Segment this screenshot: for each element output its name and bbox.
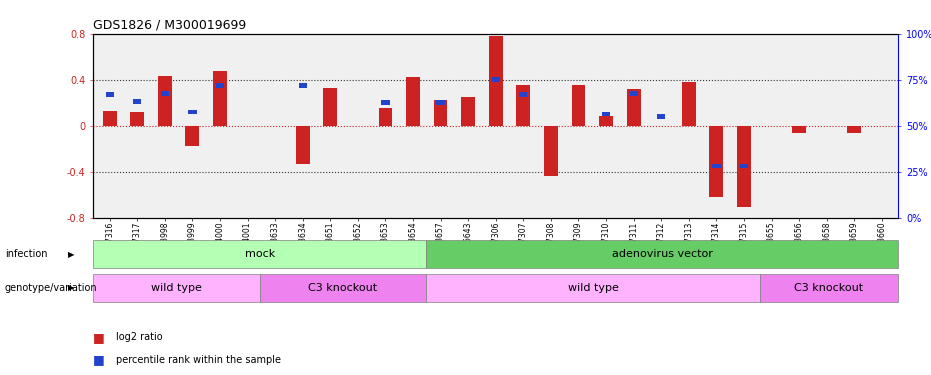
Bar <box>158 76 171 126</box>
Bar <box>213 70 227 126</box>
Text: percentile rank within the sample: percentile rank within the sample <box>116 355 281 365</box>
Bar <box>323 88 337 126</box>
Bar <box>740 164 749 168</box>
Bar <box>130 112 144 126</box>
Text: C3 knockout: C3 knockout <box>308 283 378 293</box>
Text: ■: ■ <box>93 354 105 366</box>
Bar <box>260 274 426 302</box>
Text: ▶: ▶ <box>68 284 74 292</box>
Text: genotype/variation: genotype/variation <box>5 283 97 293</box>
Bar <box>382 100 389 105</box>
Bar <box>299 83 307 88</box>
Bar <box>188 110 196 114</box>
Bar <box>681 82 695 126</box>
Text: wild type: wild type <box>151 283 202 293</box>
Text: adenovirus vector: adenovirus vector <box>612 249 713 259</box>
Text: wild type: wild type <box>568 283 618 293</box>
Bar <box>133 99 142 104</box>
Text: ■: ■ <box>93 331 105 344</box>
Bar <box>93 274 260 302</box>
Bar <box>426 240 898 268</box>
Bar <box>102 111 116 126</box>
Bar <box>517 86 531 126</box>
Bar <box>737 126 751 207</box>
Bar <box>426 274 760 302</box>
Bar <box>105 92 114 97</box>
Bar <box>437 100 445 105</box>
Bar <box>847 126 861 132</box>
Bar <box>406 77 420 126</box>
Text: log2 ratio: log2 ratio <box>116 333 163 342</box>
Bar <box>434 100 448 126</box>
Bar <box>489 36 503 126</box>
Bar <box>296 126 310 164</box>
Text: mock: mock <box>245 249 275 259</box>
Text: ▶: ▶ <box>68 250 74 259</box>
Bar <box>602 112 610 117</box>
Bar <box>544 126 558 176</box>
Bar <box>627 89 641 126</box>
Bar <box>93 240 426 268</box>
Bar <box>161 91 169 96</box>
Bar <box>600 117 613 126</box>
Text: C3 knockout: C3 knockout <box>794 283 864 293</box>
Bar <box>216 83 224 88</box>
Bar <box>657 114 666 119</box>
Bar <box>709 126 723 197</box>
Bar <box>792 126 806 132</box>
Bar <box>185 126 199 146</box>
Bar <box>379 108 392 126</box>
Bar <box>519 92 528 97</box>
Bar <box>760 274 898 302</box>
Bar <box>712 164 721 168</box>
Text: infection: infection <box>5 249 47 259</box>
Bar <box>572 86 586 126</box>
Bar <box>461 97 475 126</box>
Text: GDS1826 / M300019699: GDS1826 / M300019699 <box>93 19 247 32</box>
Bar <box>629 91 638 96</box>
Bar <box>492 77 500 82</box>
